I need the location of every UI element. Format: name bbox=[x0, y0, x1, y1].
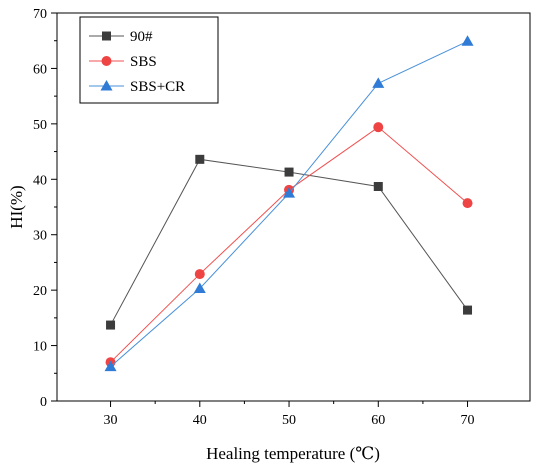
legend-item: SBS+CR bbox=[89, 79, 185, 95]
x-tick-label: 40 bbox=[193, 413, 207, 428]
data-point bbox=[284, 167, 294, 177]
data-point bbox=[463, 305, 473, 315]
series-line bbox=[110, 126, 468, 363]
data-point bbox=[462, 198, 473, 209]
legend-item: 90# bbox=[89, 29, 153, 45]
data-point bbox=[106, 320, 116, 330]
x-tick-label: 50 bbox=[282, 413, 296, 428]
data-point bbox=[283, 187, 296, 198]
legend-label: SBS bbox=[130, 54, 157, 70]
y-tick-label: 50 bbox=[33, 118, 47, 133]
data-point bbox=[373, 122, 384, 133]
series-90- bbox=[106, 154, 473, 330]
series-sbs-cr bbox=[104, 35, 474, 372]
legend-item: SBS bbox=[89, 54, 157, 70]
y-axis-title: HI(%) bbox=[7, 185, 26, 228]
y-tick-label: 70 bbox=[33, 7, 47, 22]
x-tick-label: 30 bbox=[104, 413, 118, 428]
data-point bbox=[461, 35, 474, 46]
legend-label: SBS+CR bbox=[130, 79, 185, 95]
series-line bbox=[110, 158, 468, 326]
y-tick-label: 10 bbox=[33, 340, 47, 355]
y-tick-label: 20 bbox=[33, 284, 47, 299]
data-point bbox=[373, 181, 383, 191]
series-layer bbox=[104, 35, 474, 372]
legend-marker bbox=[101, 56, 112, 66]
data-point bbox=[194, 269, 205, 280]
y-tick-label: 60 bbox=[33, 62, 47, 77]
x-tick-label: 60 bbox=[371, 413, 385, 428]
data-point bbox=[104, 360, 117, 372]
data-point bbox=[195, 154, 205, 164]
y-tick-label: 30 bbox=[33, 229, 47, 244]
legend-marker bbox=[100, 80, 113, 91]
axis-ticks: 0 10 20 30 40 50 60 70 30 40 50 60 70 bbox=[33, 7, 475, 428]
legend-label: 90# bbox=[130, 29, 153, 45]
legend: 90# SBS SBS+CR bbox=[79, 16, 219, 104]
data-point bbox=[193, 282, 206, 293]
x-tick-label: 70 bbox=[461, 413, 475, 428]
x-axis-title: Healing temperature (℃) bbox=[206, 444, 380, 463]
y-tick-label: 40 bbox=[33, 173, 47, 188]
series-sbs bbox=[105, 122, 473, 368]
legend-marker bbox=[102, 31, 111, 41]
y-tick-label: 0 bbox=[40, 395, 47, 410]
data-point bbox=[372, 77, 385, 88]
